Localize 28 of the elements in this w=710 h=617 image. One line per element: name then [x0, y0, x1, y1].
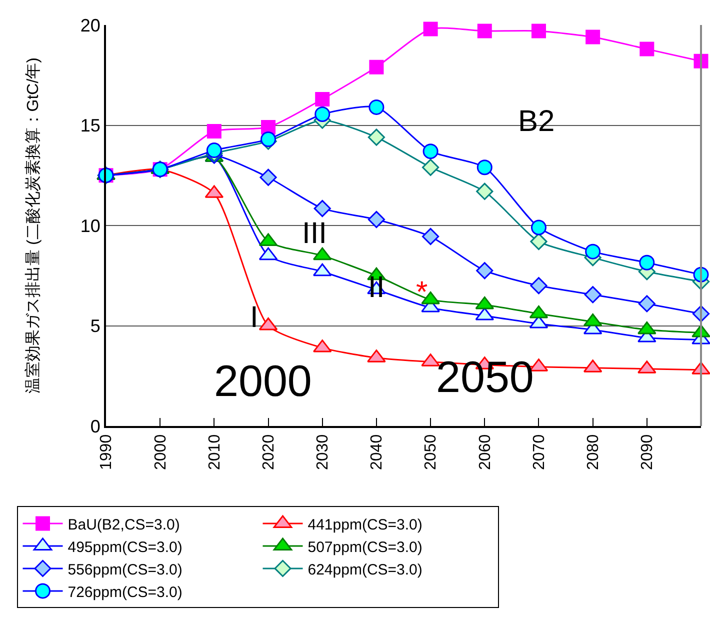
x-tick-label: 2010 [206, 434, 224, 470]
x-tick-label: 1990 [98, 434, 116, 470]
legend-label: 624ppm(CS=3.0) [308, 561, 422, 578]
annotation: 2000 [214, 357, 312, 406]
y-tick-label: 0 [90, 416, 100, 436]
legend-label: 495ppm(CS=3.0) [68, 538, 182, 556]
annotation: 2050 [436, 353, 534, 402]
y-tick-label: 15 [80, 116, 100, 136]
x-tick-label: 2020 [260, 434, 278, 470]
x-tick-label: 2060 [476, 434, 494, 470]
y-tick-label: 10 [80, 216, 100, 236]
legend-label: 556ppm(CS=3.0) [68, 561, 182, 578]
annotation: * [416, 276, 428, 309]
legend-label: 441ppm(CS=3.0) [308, 516, 422, 534]
x-tick-label: 2000 [152, 434, 170, 470]
annotation: III [302, 217, 328, 250]
x-tick-label: 2080 [585, 434, 602, 470]
y-tick-label: 20 [80, 15, 100, 36]
x-tick-label: 2040 [368, 434, 386, 470]
y-axis-title: 温室効果ガス排出量 (二酸化炭素換算：GtC/年) [24, 58, 42, 394]
x-tick-label: 2090 [639, 434, 656, 470]
x-tick-label: 2030 [314, 434, 332, 470]
legend-label: BaU(B2,CS=3.0) [68, 516, 180, 534]
x-tick-label: 2070 [530, 434, 548, 470]
x-tick-label: 2050 [422, 434, 440, 470]
legend-label: 507ppm(CS=3.0) [308, 538, 422, 556]
y-tick-label: 5 [90, 316, 100, 336]
legend-label: 726ppm(CS=3.0) [68, 584, 182, 601]
